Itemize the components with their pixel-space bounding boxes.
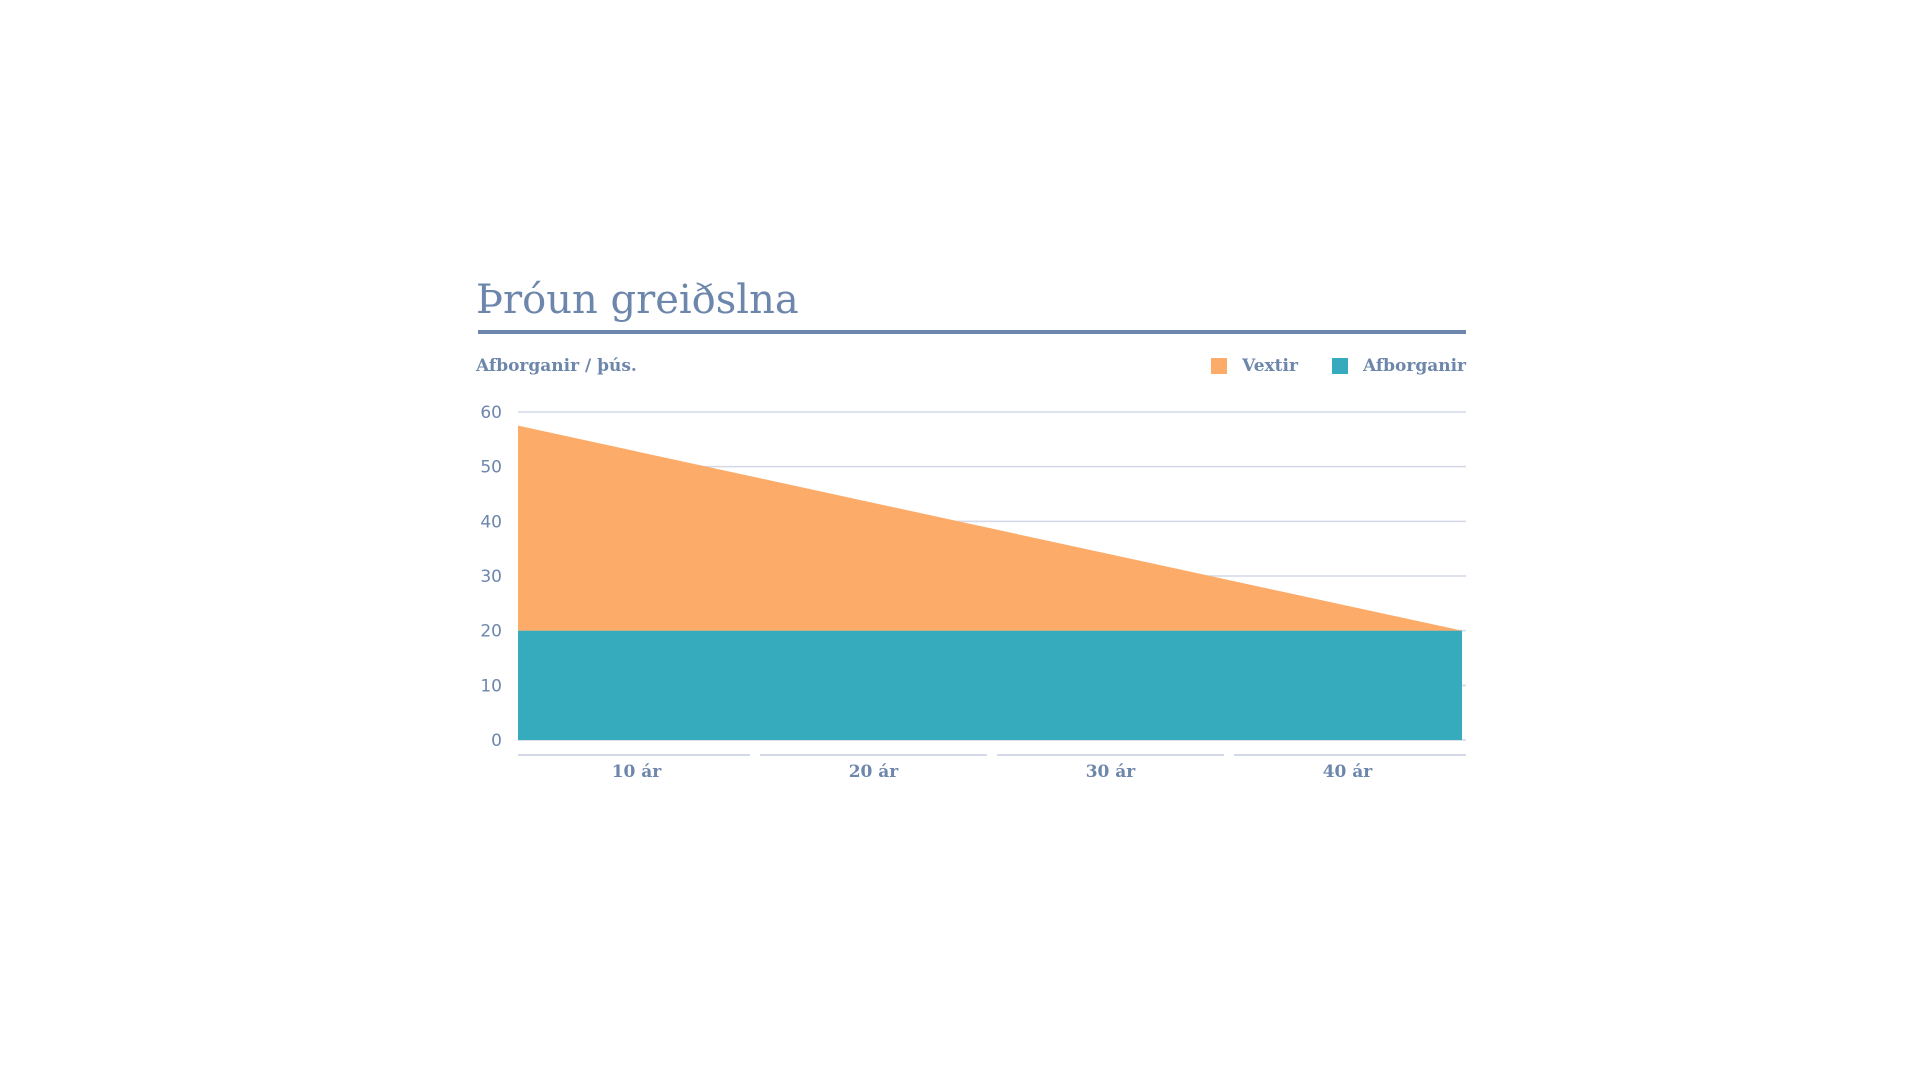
x-tick-label-2: 20 ár xyxy=(849,762,900,782)
legend-item-vextir: Vextir xyxy=(1211,356,1298,376)
legend-label-afborganir: Afborganir xyxy=(1362,356,1466,376)
area-vextir xyxy=(518,425,1462,631)
y-tick-label-0: 0 xyxy=(491,731,502,751)
chart-title: Þróun greiðslna xyxy=(476,277,799,323)
title-divider xyxy=(478,330,1466,334)
y-tick-label-60: 60 xyxy=(480,403,502,423)
x-tick-label-3: 30 ár xyxy=(1086,762,1137,782)
chart-plot: 0 10 20 30 40 50 60 10 ár 20 ár 30 ár 40 ár xyxy=(480,403,1466,782)
y-tick-label-10: 10 xyxy=(480,676,502,696)
legend-swatch-vextir xyxy=(1211,358,1228,374)
y-tick-label-50: 50 xyxy=(480,458,502,478)
legend-label-vextir: Vextir xyxy=(1242,356,1298,376)
x-axis: 10 ár 20 ár 30 ár 40 ár xyxy=(518,754,1466,782)
y-tick-labels: 0 10 20 30 40 50 60 xyxy=(480,403,502,751)
area-afborganir xyxy=(518,630,1462,740)
y-tick-label-20: 20 xyxy=(480,622,502,642)
area-layers xyxy=(518,425,1462,740)
chart-card: Þróun greiðslna Afborganir / þús. Vextir… xyxy=(476,272,1466,792)
x-tick-label-4: 40 ár xyxy=(1323,762,1374,782)
y-tick-label-30: 30 xyxy=(480,567,502,587)
legend-swatch-afborganir xyxy=(1331,358,1348,374)
chart-legend: Vextir Afborganir xyxy=(1211,356,1466,376)
y-tick-label-40: 40 xyxy=(480,512,502,532)
y-axis-label: Afborganir / þús. xyxy=(476,356,637,376)
x-tick-label-1: 10 ár xyxy=(612,762,663,782)
legend-item-afborganir: Afborganir xyxy=(1331,356,1466,376)
